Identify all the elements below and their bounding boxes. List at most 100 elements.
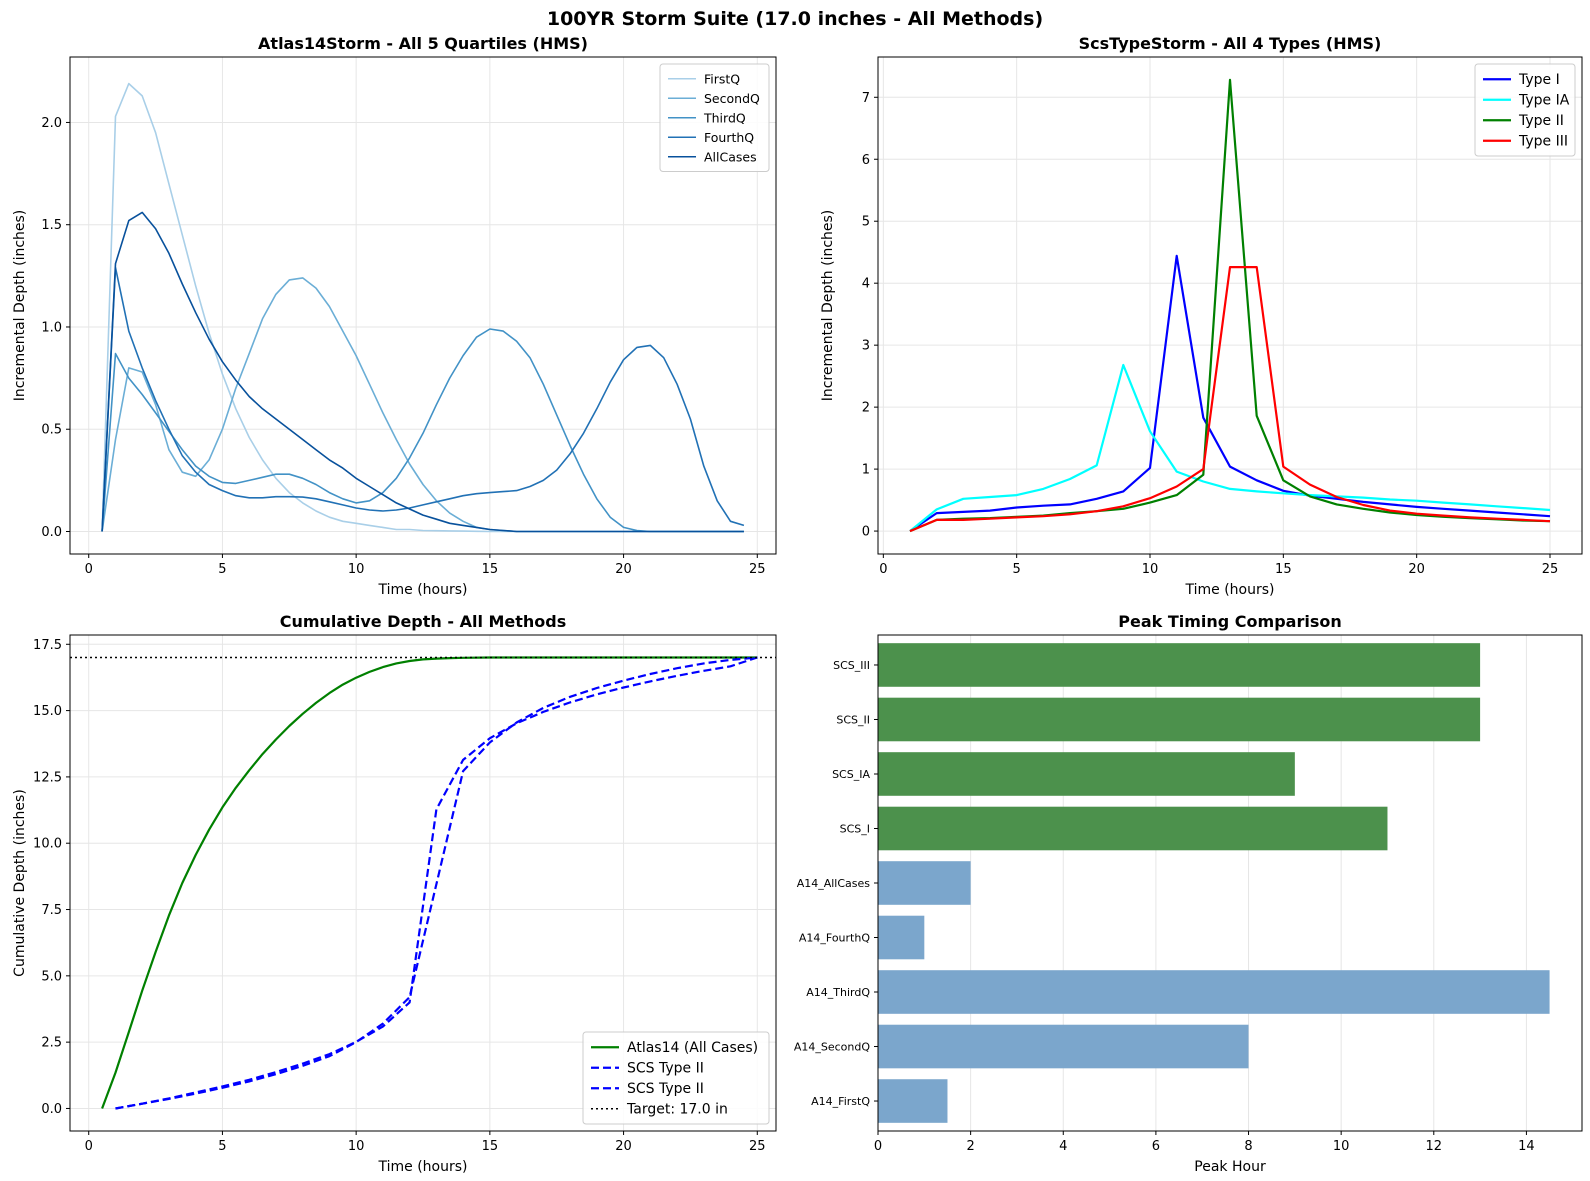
cumulative-ytick-label: 7.5 — [41, 903, 62, 918]
cumulative-ytick-label: 17.5 — [33, 638, 62, 653]
cumulative-xtick-label: 10 — [348, 1139, 365, 1154]
cumulative-ylabel: Cumulative Depth (inches) — [12, 789, 28, 977]
cumulative-ytick-label: 0.0 — [41, 1102, 62, 1117]
peak-bar-SCS_III — [878, 643, 1481, 687]
peak-bar-A14_ThirdQ — [878, 970, 1550, 1014]
cumulative-legend: Atlas14 (All Cases) SCS Type II SCS Type I… — [582, 1031, 770, 1125]
scs-ytick-label: 7 — [862, 91, 870, 106]
atlas14-ytick-label: 0.0 — [41, 525, 62, 540]
atlas14-series-line-2 — [101, 328, 744, 533]
atlas14-ytick-label: 1.5 — [41, 218, 62, 233]
scs-ylabel: Incremental Depth (inches) — [820, 210, 836, 402]
scs-legend-label-2: Type II — [1518, 113, 1564, 129]
cumulative-ytick-label: 2.5 — [41, 1036, 62, 1051]
atlas14-series-group — [101, 82, 745, 533]
atlas14-xtick-label: 10 — [348, 562, 365, 577]
peak-bar-A14_FirstQ — [878, 1079, 948, 1123]
atlas14-xtick-label: 0 — [85, 562, 93, 577]
cumulative-legend-label-0: Atlas14 (All Cases) — [627, 1040, 758, 1056]
scs-xtick-label: 25 — [1542, 562, 1559, 577]
scs-xlabel: Time (hours) — [1185, 582, 1275, 598]
scs-series-line-2 — [909, 78, 1551, 533]
atlas14-xtick-label: 15 — [482, 562, 499, 577]
scs-ytick-label: 0 — [862, 525, 870, 540]
atlas14-xtick-label: 20 — [615, 562, 632, 577]
peak-xlabel: Peak Hour — [1194, 1159, 1266, 1175]
atlas14-xtick-label: 25 — [749, 562, 766, 577]
peak-ytick-label: A14_FirstQ — [811, 1095, 870, 1108]
atlas14-ytick-label: 1.0 — [41, 320, 62, 335]
peak-xtick-label: 8 — [1244, 1139, 1252, 1154]
atlas14-ylabel: Incremental Depth (inches) — [12, 210, 28, 402]
cumulative-ytick-label: 12.5 — [33, 770, 62, 785]
peak-ytick-label: A14_FourthQ — [799, 932, 870, 945]
peak-xtick-label: 14 — [1518, 1139, 1535, 1154]
cumulative-ytick-label: 10.0 — [33, 837, 62, 852]
cumulative-legend-label-1: SCS Type II — [627, 1060, 704, 1076]
peak-bar-SCS_I — [878, 806, 1388, 851]
peak-xtick-label: 10 — [1333, 1139, 1350, 1154]
scs-legend: Type I Type IA Type II Type III — [1474, 63, 1576, 157]
atlas14-xtick-label: 5 — [218, 562, 226, 577]
cumulative-series-line-1 — [115, 656, 758, 1110]
scs-legend-label-0: Type I — [1518, 72, 1560, 88]
cumulative-xlabel: Time (hours) — [378, 1159, 468, 1175]
peak-ytick-label: SCS_IA — [832, 768, 870, 781]
peak-xtick-label: 2 — [966, 1139, 974, 1154]
atlas14-ytick-label: 0.5 — [41, 423, 62, 438]
atlas14-series-line-0 — [101, 82, 744, 533]
peak-ytick-label: A14_ThirdQ — [806, 986, 870, 999]
scs-series-group — [909, 78, 1551, 533]
peak-panel: A14_FirstQ A14_SecondQ A14_ThirdQ A14_Fourt… — [794, 612, 1583, 1175]
atlas14-xlabel: Time (hours) — [378, 582, 468, 598]
atlas14-axes-frame — [69, 56, 777, 555]
atlas14-series-line-1 — [101, 277, 744, 533]
peak-ytick-label: SCS_I — [840, 822, 870, 835]
cumulative-series-line-0 — [101, 656, 758, 1109]
peak-axes-frame — [877, 634, 1583, 1132]
cumulative-axes-frame — [69, 634, 777, 1132]
scs-axes-frame — [877, 56, 1583, 555]
peak-xtick-label: 12 — [1426, 1139, 1443, 1154]
cumulative-series-line-2 — [115, 656, 758, 1110]
cumulative-xtick-label: 5 — [218, 1139, 226, 1154]
peak-ytick-label: SCS_III — [833, 659, 870, 672]
scs-xtick-label: 20 — [1408, 562, 1425, 577]
scs-xtick-label: 15 — [1275, 562, 1292, 577]
cumulative-xtick-label: 0 — [85, 1139, 93, 1154]
cumulative-legend-box — [582, 1031, 770, 1125]
scs-xtick-label: 0 — [879, 562, 887, 577]
atlas14-ytick-label: 2.0 — [41, 116, 62, 131]
peak-title: Peak Timing Comparison — [1118, 612, 1342, 631]
peak-bar-SCS_II — [878, 697, 1481, 742]
cumulative-xtick-label: 15 — [482, 1139, 499, 1154]
cumulative-ytick-label: 5.0 — [41, 969, 62, 984]
atlas14-legend-label-0: FirstQ — [704, 71, 740, 86]
peak-ytick-label: SCS_II — [836, 713, 870, 726]
scs-series-line-0 — [909, 254, 1551, 533]
scs-ytick-label: 5 — [862, 215, 870, 230]
peak-bar-A14_AllCases — [878, 861, 971, 905]
scs-legend-label-1: Type IA — [1518, 92, 1570, 108]
cumulative-panel: 0 5 10 15 20 25 0.0 2.5 5.0 7.5 10.0 12.5 15.0 17.5 Cu… — [12, 612, 777, 1175]
scs-panel: 0 5 10 15 20 25 0 1 2 3 4 5 6 7 ScsTypeStorm - All 4 T… — [820, 34, 1583, 598]
atlas14-legend-label-1: SecondQ — [704, 91, 760, 106]
scs-series-line-3 — [909, 266, 1551, 533]
peak-ytick-label: A14_AllCases — [797, 877, 871, 890]
peak-bar-A14_SecondQ — [878, 1024, 1249, 1069]
peak-bar-SCS_IA — [878, 752, 1295, 796]
atlas14-series-line-3 — [101, 266, 745, 532]
peak-xtick-label: 0 — [874, 1139, 882, 1154]
scs-title: ScsTypeStorm - All 4 Types (HMS) — [1079, 34, 1382, 53]
atlas14-legend-label-2: ThirdQ — [703, 110, 746, 125]
atlas14-panel: 0 5 10 15 20 25 0.0 0.5 1.0 1.5 2.0 Atlas14Storm - … — [12, 34, 777, 598]
cumulative-title: Cumulative Depth - All Methods — [280, 612, 567, 631]
scs-legend-label-3: Type III — [1518, 133, 1568, 149]
scs-legend-box — [1474, 63, 1576, 157]
figure-suptitle: 100YR Storm Suite (17.0 inches - All Met… — [547, 8, 1043, 30]
scs-ytick-label: 6 — [862, 153, 870, 168]
peak-ytick-label: A14_SecondQ — [794, 1041, 871, 1054]
scs-ytick-label: 3 — [862, 339, 870, 354]
